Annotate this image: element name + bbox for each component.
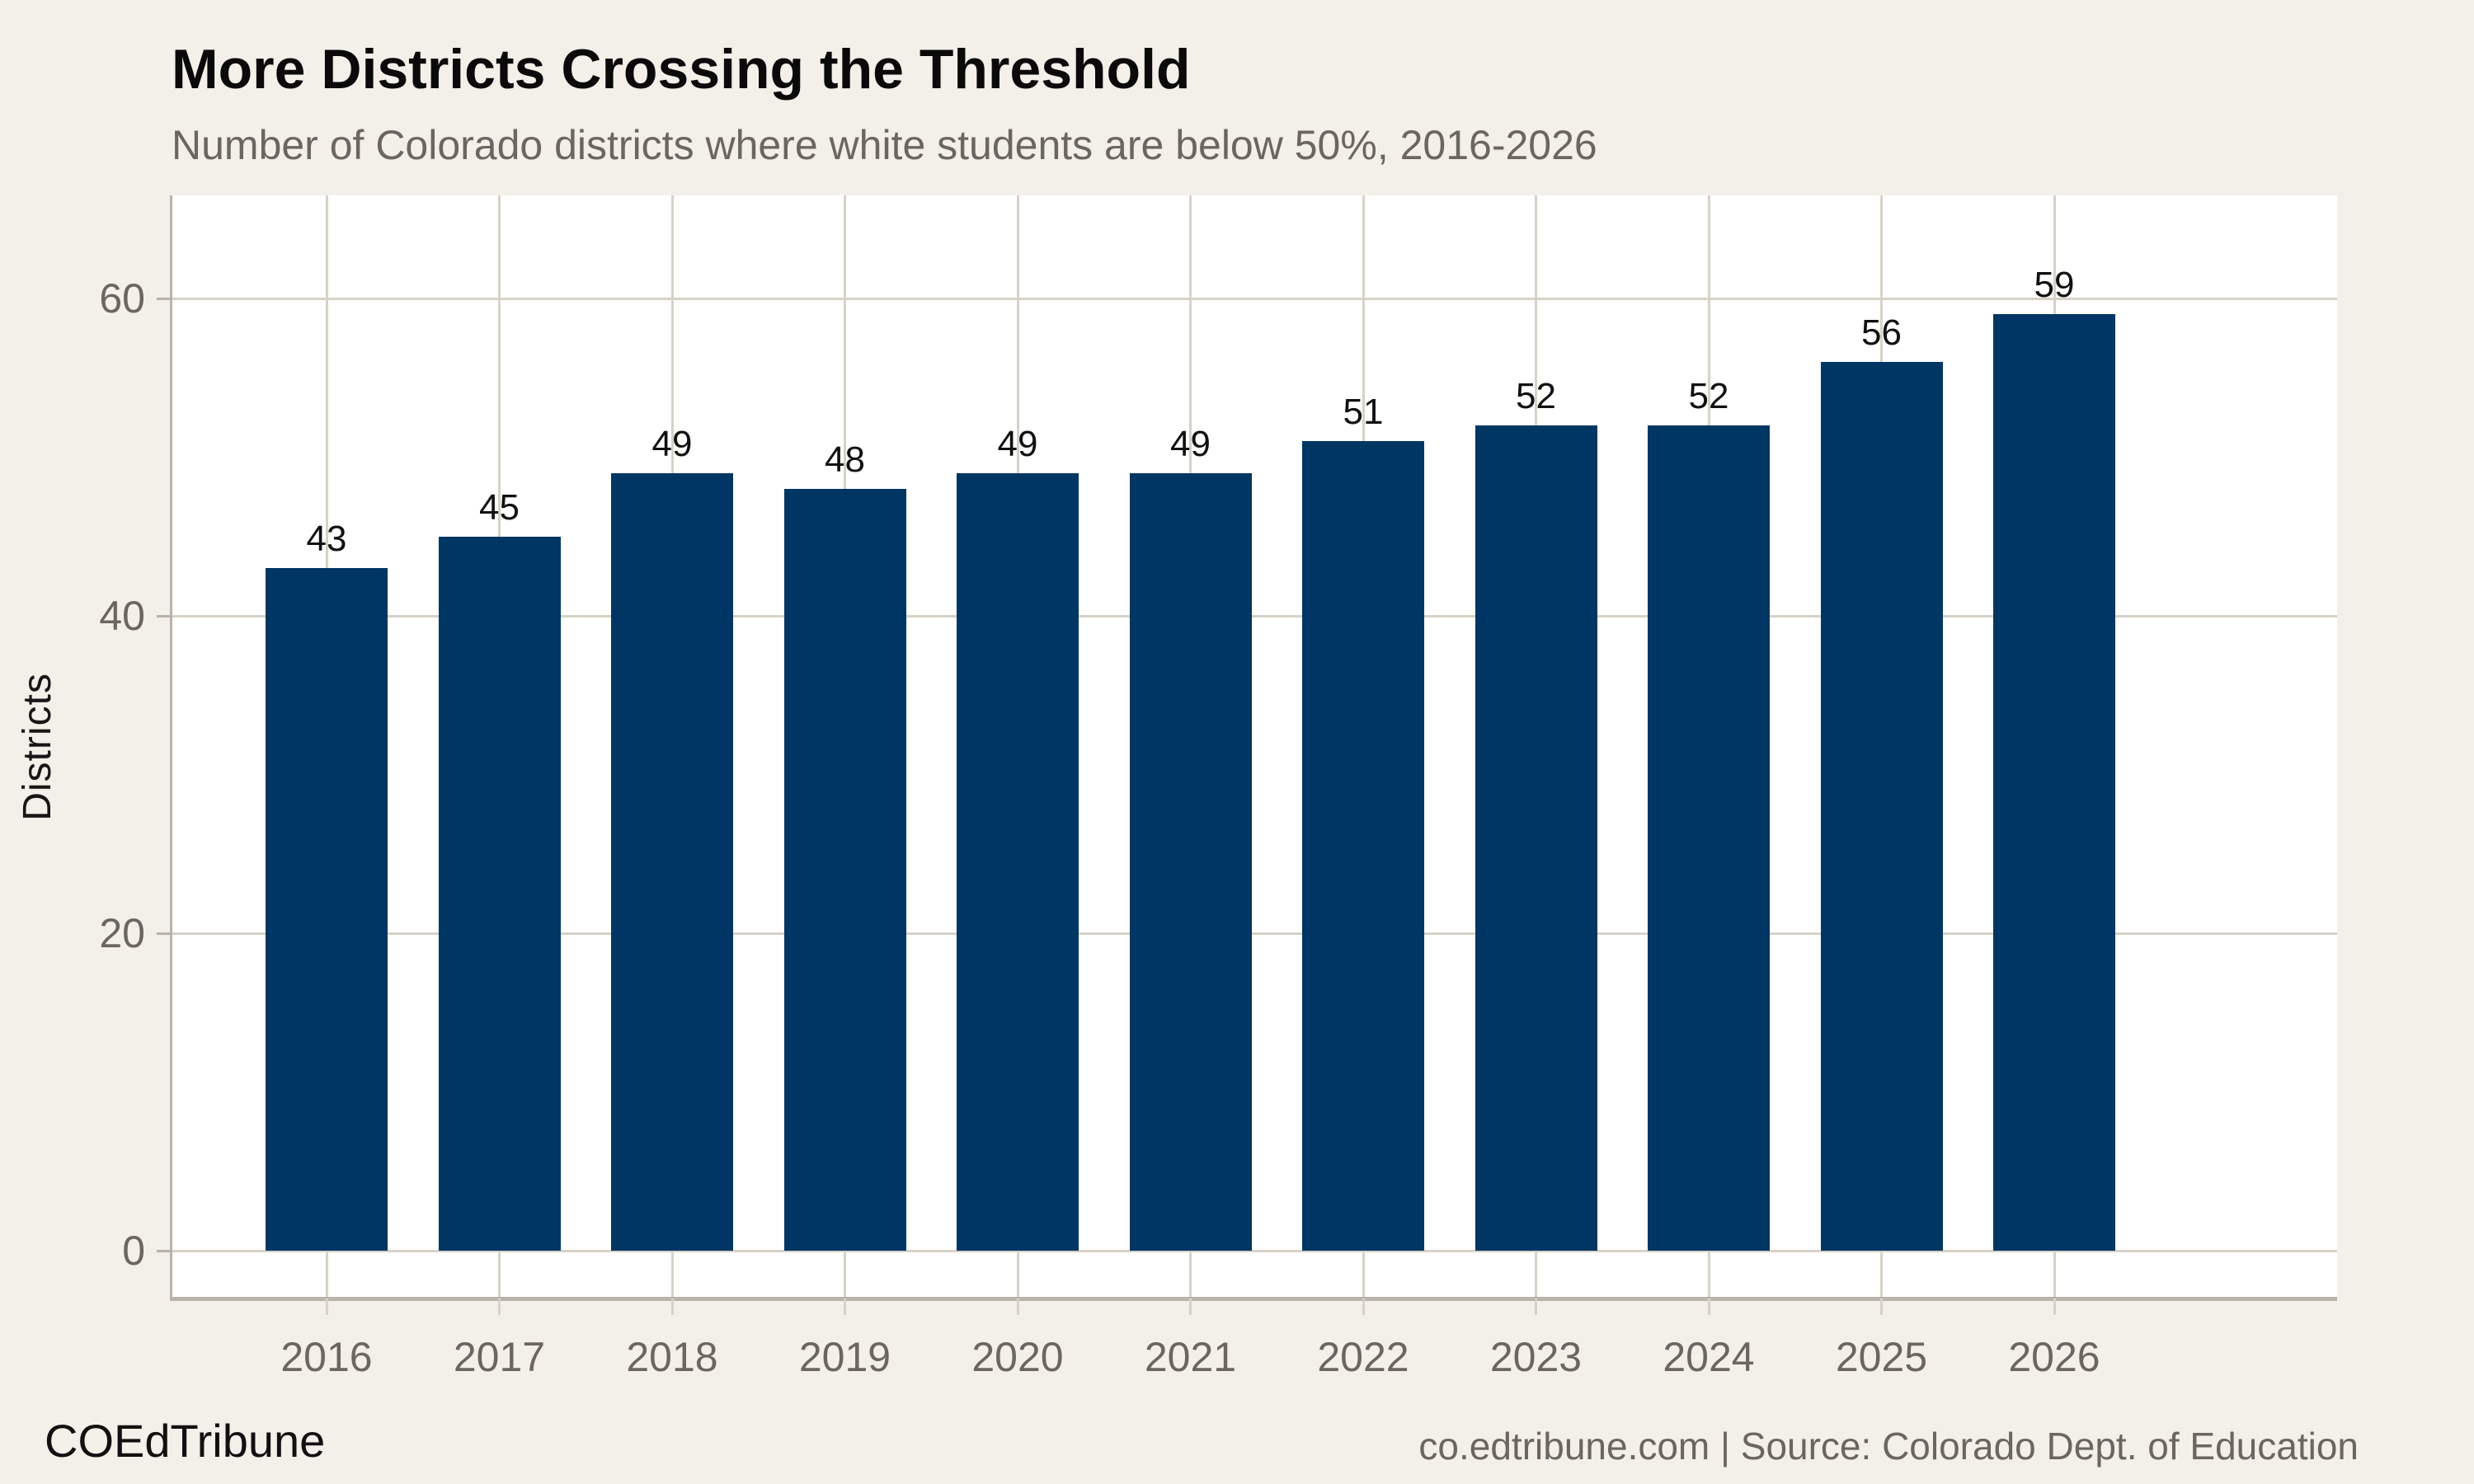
- x-tick-mark: [325, 1298, 328, 1315]
- bar-value-label: 49: [997, 423, 1038, 464]
- x-tick-label: 2016: [280, 1334, 373, 1380]
- x-tick-label: 2022: [1317, 1334, 1409, 1380]
- x-tick-label: 2026: [2008, 1334, 2100, 1380]
- x-tick-label: 2024: [1663, 1334, 1755, 1380]
- y-tick-mark: [157, 1249, 172, 1252]
- x-axis-line: [172, 1297, 2337, 1301]
- chart-subtitle: Number of Colorado districts where white…: [172, 122, 1597, 168]
- bar-value-label: 59: [2034, 265, 2075, 306]
- bar-value-label: 51: [1343, 392, 1384, 433]
- h-gridline-60: [172, 297, 2337, 300]
- source-attribution: co.edtribune.com | Source: Colorado Dept…: [1418, 1425, 2359, 1468]
- x-tick-mark: [844, 1298, 846, 1315]
- bar-value-label: 49: [651, 423, 693, 464]
- h-gridline-40: [172, 614, 2337, 618]
- y-tick-label: 20: [99, 910, 145, 956]
- y-axis-title: Districts: [8, 195, 66, 1298]
- bar-value-label: 49: [1170, 423, 1211, 464]
- x-tick-label: 2021: [1144, 1334, 1237, 1380]
- bar-2016: [266, 568, 388, 1251]
- bar-2025: [1820, 362, 1943, 1251]
- bar-2023: [1475, 425, 1597, 1251]
- bar-value-label: 43: [306, 519, 347, 560]
- bar-2026: [1993, 314, 2115, 1251]
- bar-value-label: 56: [1861, 312, 1902, 353]
- x-tick-mark: [1880, 1298, 1883, 1315]
- brand-mark: COEdTribune: [45, 1415, 326, 1467]
- x-tick-mark: [1016, 1298, 1019, 1315]
- bar-2019: [783, 489, 906, 1251]
- y-tick-label: 40: [99, 593, 145, 639]
- x-tick-mark: [498, 1298, 501, 1315]
- x-tick-mark: [1707, 1298, 1710, 1315]
- x-tick-mark: [2053, 1298, 2056, 1315]
- plot-area: 43 45 49 48 49 49 51 52 52 56 59: [172, 195, 2337, 1298]
- y-axis-line: [170, 195, 172, 1301]
- bar-2020: [957, 472, 1079, 1251]
- y-tick-mark: [157, 614, 172, 618]
- y-tick-mark: [157, 932, 172, 935]
- y-tick-label: 0: [122, 1228, 145, 1274]
- bar-value-label: 45: [479, 486, 520, 528]
- bar-value-label: 48: [825, 439, 865, 480]
- bar-2022: [1302, 441, 1424, 1251]
- bar-2018: [611, 472, 733, 1251]
- bar-2024: [1648, 425, 1770, 1251]
- chart-title: More Districts Crossing the Threshold: [172, 38, 1191, 101]
- bar-2017: [438, 536, 561, 1251]
- x-tick-label: 2025: [1835, 1334, 1928, 1380]
- y-tick-label: 60: [99, 275, 145, 322]
- x-tick-label: 2018: [626, 1334, 718, 1380]
- x-tick-mark: [1362, 1298, 1365, 1315]
- x-tick-mark: [670, 1298, 674, 1315]
- bar-2021: [1129, 472, 1252, 1251]
- x-tick-label: 2023: [1489, 1334, 1583, 1380]
- x-tick-label: 2017: [453, 1334, 546, 1380]
- h-gridline-0: [172, 1249, 2337, 1252]
- x-tick-label: 2019: [798, 1334, 891, 1380]
- x-tick-mark: [1535, 1298, 1537, 1315]
- bar-value-label: 52: [1688, 376, 1729, 416]
- bar-value-label: 52: [1516, 376, 1556, 416]
- h-gridline-20: [172, 932, 2337, 935]
- x-tick-label: 2020: [971, 1334, 1064, 1380]
- y-tick-mark: [157, 297, 172, 300]
- x-tick-mark: [1189, 1298, 1192, 1315]
- y-axis-title-text: Districts: [15, 673, 59, 821]
